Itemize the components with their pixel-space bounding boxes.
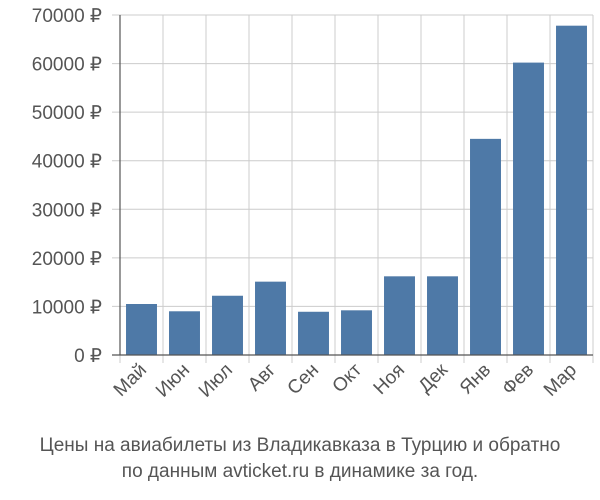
bar	[126, 304, 157, 355]
x-tick-label: Июн	[152, 360, 194, 402]
axes	[112, 15, 593, 356]
chart-caption-line-2: по данным avticket.ru в динамике за год.	[121, 461, 479, 482]
x-tick-label: Май	[110, 360, 151, 401]
y-tick-label: 70000 ₽	[32, 6, 102, 27]
x-tick-label: Авг	[244, 360, 280, 396]
bar	[556, 25, 587, 355]
grid-lines	[112, 14, 594, 363]
bar-chart: 0 ₽ 10000 ₽ 20000 ₽ 30000 ₽ 40000 ₽ 50000 ₽ 60…	[32, 6, 594, 402]
y-tick-label: 30000 ₽	[32, 200, 102, 221]
chart-caption-line-1: Цены на авиабилеты из Владикавказа в Тур…	[39, 435, 561, 456]
x-tick-label: Дек	[415, 359, 453, 397]
x-tick-label: Янв	[456, 360, 495, 399]
bars	[126, 25, 587, 355]
y-tick-label: 60000 ₽	[32, 55, 102, 76]
y-tick-label: 40000 ₽	[32, 152, 102, 173]
y-tick-label: 10000 ₽	[32, 297, 102, 318]
x-tick-labels: Май Июн Июл Авг Сен Окт Ноя Дек Янв Фев Мар	[110, 359, 581, 402]
x-tick-label: Окт	[329, 359, 367, 397]
x-tick-label: Мар	[540, 360, 581, 401]
bar	[427, 276, 458, 355]
x-tick-label: Сен	[284, 360, 323, 399]
bar	[298, 311, 329, 355]
bar	[212, 295, 243, 355]
y-tick-label: 50000 ₽	[32, 103, 102, 124]
bar	[384, 276, 415, 355]
bar	[513, 62, 544, 355]
bar	[169, 311, 200, 355]
bar	[470, 138, 501, 355]
x-tick-label: Июл	[195, 360, 237, 402]
bar	[255, 281, 286, 355]
y-tick-label: 20000 ₽	[32, 249, 102, 270]
y-tick-labels: 0 ₽ 10000 ₽ 20000 ₽ 30000 ₽ 40000 ₽ 50000 ₽ 60…	[32, 6, 102, 367]
x-tick-label: Ноя	[370, 360, 409, 399]
x-tick-label: Фев	[498, 360, 538, 400]
y-tick-label: 0 ₽	[74, 346, 102, 367]
bar	[341, 310, 372, 355]
